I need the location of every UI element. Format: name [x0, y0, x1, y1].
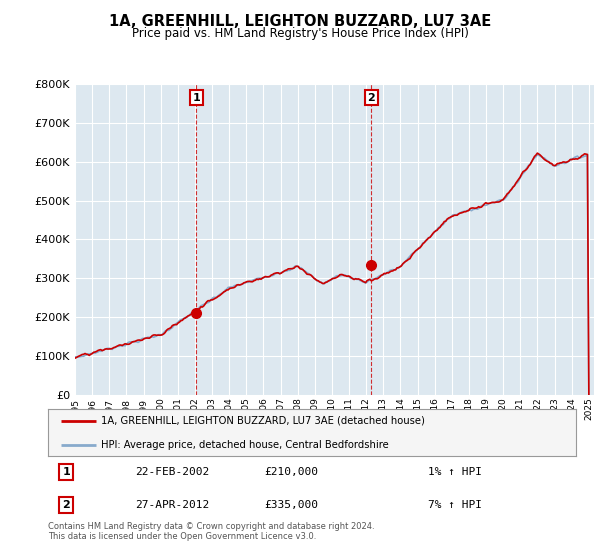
Text: HPI: Average price, detached house, Central Bedfordshire: HPI: Average price, detached house, Cent…	[101, 440, 389, 450]
Text: 27-APR-2012: 27-APR-2012	[135, 500, 209, 510]
Text: 1A, GREENHILL, LEIGHTON BUZZARD, LU7 3AE: 1A, GREENHILL, LEIGHTON BUZZARD, LU7 3AE	[109, 14, 491, 29]
Text: Price paid vs. HM Land Registry's House Price Index (HPI): Price paid vs. HM Land Registry's House …	[131, 27, 469, 40]
Text: Contains HM Land Registry data © Crown copyright and database right 2024.
This d: Contains HM Land Registry data © Crown c…	[48, 522, 374, 542]
Text: 1: 1	[193, 92, 200, 102]
Text: 22-FEB-2002: 22-FEB-2002	[135, 467, 209, 477]
Text: 1% ↑ HPI: 1% ↑ HPI	[428, 467, 482, 477]
Text: 2: 2	[367, 92, 375, 102]
Text: £335,000: £335,000	[264, 500, 318, 510]
Text: 1A, GREENHILL, LEIGHTON BUZZARD, LU7 3AE (detached house): 1A, GREENHILL, LEIGHTON BUZZARD, LU7 3AE…	[101, 416, 425, 426]
Text: 1: 1	[62, 467, 70, 477]
Text: 7% ↑ HPI: 7% ↑ HPI	[428, 500, 482, 510]
Text: £210,000: £210,000	[264, 467, 318, 477]
Text: 2: 2	[62, 500, 70, 510]
